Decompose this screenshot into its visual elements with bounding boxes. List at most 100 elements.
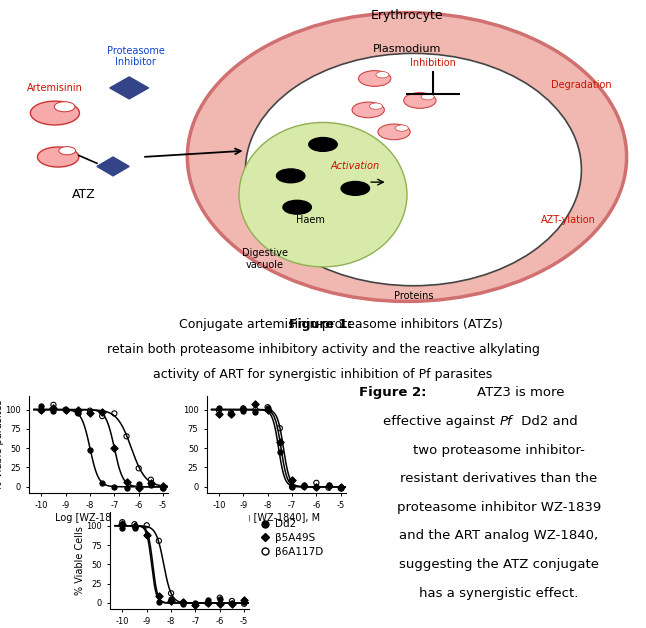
- Point: [117, 519, 127, 529]
- Point: [262, 402, 273, 412]
- Point: [214, 408, 224, 418]
- Point: [335, 484, 346, 494]
- Text: Dd2 and: Dd2 and: [517, 415, 578, 428]
- Text: proteasome inhibitor WZ-1839: proteasome inhibitor WZ-1839: [397, 501, 601, 514]
- Point: [299, 480, 309, 490]
- Point: [250, 408, 260, 418]
- Point: [154, 591, 164, 601]
- Point: [121, 477, 132, 487]
- Point: [238, 406, 249, 416]
- Point: [335, 484, 346, 494]
- Point: [202, 598, 213, 609]
- Point: [227, 598, 237, 609]
- Point: [191, 598, 201, 608]
- Text: Artemisinin: Artemisinin: [27, 83, 83, 93]
- Circle shape: [359, 70, 391, 86]
- Point: [48, 403, 59, 413]
- Circle shape: [352, 102, 384, 118]
- Point: [178, 597, 189, 607]
- Point: [129, 519, 140, 529]
- Point: [61, 404, 71, 414]
- Circle shape: [370, 103, 382, 109]
- Text: Proteasome
Inhibitor: Proteasome Inhibitor: [107, 46, 165, 67]
- Point: [141, 530, 152, 540]
- Point: [166, 595, 176, 605]
- Point: [214, 599, 225, 609]
- Text: effective against: effective against: [383, 415, 499, 428]
- Y-axis label: % Viable Cells: % Viable Cells: [75, 526, 85, 595]
- Point: [287, 482, 297, 492]
- Point: [141, 520, 152, 530]
- Point: [226, 409, 236, 420]
- Point: [227, 596, 237, 606]
- Point: [48, 400, 59, 410]
- Point: [36, 405, 47, 415]
- Point: [121, 431, 132, 441]
- Point: [311, 482, 322, 492]
- X-axis label: Log [WZ-1839], M: Log [WZ-1839], M: [55, 513, 142, 523]
- Text: activity of ART for synergistic inhibition of Pf parasites: activity of ART for synergistic inhibiti…: [153, 368, 493, 381]
- Text: Proteins: Proteins: [393, 291, 433, 301]
- Circle shape: [378, 124, 410, 140]
- Point: [85, 406, 95, 416]
- Point: [154, 536, 164, 546]
- Polygon shape: [97, 157, 129, 176]
- Point: [85, 408, 95, 418]
- Point: [262, 403, 273, 413]
- Text: Figure 1:: Figure 1:: [289, 318, 357, 330]
- Legend: Dd2, β5A49S, β6A117D: Dd2, β5A49S, β6A117D: [257, 515, 327, 561]
- Circle shape: [309, 138, 337, 151]
- Point: [121, 484, 132, 494]
- Point: [146, 475, 156, 485]
- Polygon shape: [110, 77, 149, 99]
- Point: [141, 530, 152, 540]
- Text: AZT-ylation: AZT-ylation: [541, 215, 596, 225]
- Point: [287, 475, 297, 485]
- Point: [117, 517, 127, 528]
- Text: resistant derivatives than the: resistant derivatives than the: [401, 472, 598, 485]
- Point: [238, 404, 249, 414]
- Text: Inhibition: Inhibition: [410, 58, 456, 68]
- Text: Figure 2:: Figure 2:: [359, 386, 426, 399]
- Point: [117, 524, 127, 534]
- Text: retain both proteasome inhibitory activity and the reactive alkylating: retain both proteasome inhibitory activi…: [107, 343, 539, 356]
- Point: [324, 481, 334, 491]
- Point: [166, 588, 176, 598]
- Point: [238, 403, 249, 413]
- Circle shape: [341, 181, 370, 195]
- Text: Degradation: Degradation: [551, 80, 612, 90]
- Ellipse shape: [245, 53, 581, 286]
- Point: [202, 598, 213, 608]
- Point: [287, 482, 297, 492]
- Circle shape: [395, 125, 408, 131]
- Point: [214, 595, 225, 605]
- Text: two proteasome inhibitor-: two proteasome inhibitor-: [413, 443, 585, 457]
- Text: suggesting the ATZ conjugate: suggesting the ATZ conjugate: [399, 558, 599, 571]
- Point: [109, 443, 120, 453]
- Point: [48, 406, 59, 416]
- Text: Activation: Activation: [331, 161, 380, 171]
- Point: [154, 597, 164, 607]
- X-axis label: Log [WZ-1840], M: Log [WZ-1840], M: [233, 513, 320, 523]
- Point: [275, 436, 285, 447]
- Point: [202, 595, 213, 605]
- Ellipse shape: [239, 122, 407, 267]
- Point: [109, 408, 120, 418]
- Point: [134, 484, 144, 494]
- Circle shape: [421, 94, 434, 100]
- Point: [214, 405, 224, 415]
- Text: Plasmodium: Plasmodium: [373, 44, 441, 54]
- Point: [299, 482, 309, 492]
- Point: [275, 447, 285, 457]
- Text: and the ART analog WZ-1840,: and the ART analog WZ-1840,: [399, 529, 599, 543]
- Point: [158, 483, 168, 493]
- Point: [85, 445, 95, 455]
- Point: [191, 600, 201, 610]
- Point: [166, 596, 176, 606]
- Text: Digestive
vacuole: Digestive vacuole: [242, 248, 288, 269]
- Text: has a synergistic effect.: has a synergistic effect.: [419, 587, 579, 600]
- Circle shape: [376, 72, 389, 78]
- Point: [36, 401, 47, 411]
- Point: [324, 483, 334, 493]
- Point: [36, 406, 47, 416]
